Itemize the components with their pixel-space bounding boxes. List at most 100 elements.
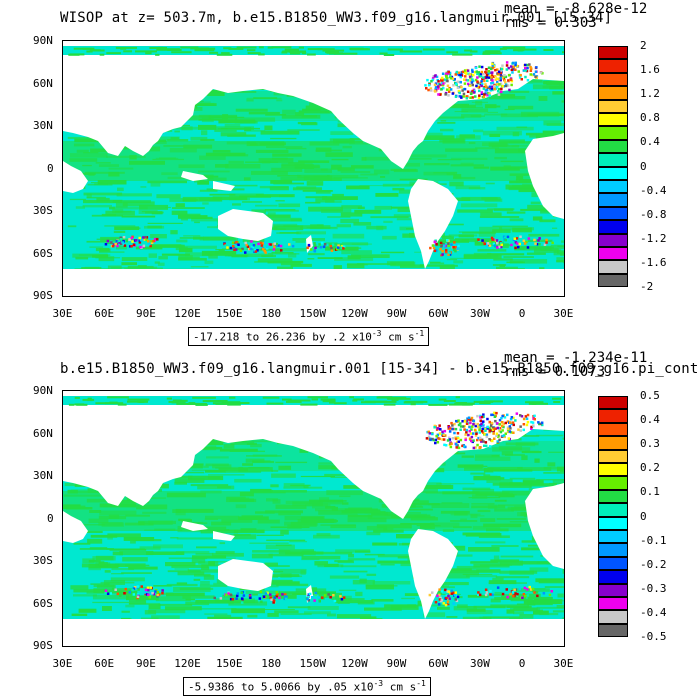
range-unit-exponent: -1 <box>416 679 426 688</box>
colorbar-label: 0.1 <box>640 485 660 499</box>
lat-tick-label: 30N <box>33 469 53 482</box>
colorbar-swatch <box>598 623 628 638</box>
mean-stat: mean = -1.234e-11 <box>504 350 648 366</box>
lon-tick-label: 120W <box>341 307 368 320</box>
range-units: x10 <box>353 680 374 694</box>
colorbar-swatch <box>598 86 628 100</box>
colorbar-swatch <box>598 139 628 154</box>
colorbar-swatch <box>598 476 628 490</box>
colorbar-swatch <box>598 436 628 450</box>
mean-stat: mean = -8.628e-12 <box>504 1 648 17</box>
colorbar-swatch <box>598 516 628 530</box>
lon-tick-label: 120W <box>341 657 368 670</box>
lon-tick-label: 150W <box>299 657 327 670</box>
range-units: x10 <box>351 330 372 344</box>
ocean-map <box>63 41 564 296</box>
colorbar-swatch <box>598 260 628 274</box>
map-frame <box>62 40 565 297</box>
colorbar-label: -0.5 <box>640 630 667 644</box>
colorbar-swatch <box>598 153 628 167</box>
colorbar-swatch <box>598 597 628 611</box>
lon-tick-label: 60W <box>428 307 449 320</box>
colorbar-label: 0.8 <box>640 111 660 125</box>
colorbar-swatch <box>598 247 628 261</box>
lon-tick-label: 90E <box>136 657 156 670</box>
rms-stat: rms = 0.303 <box>504 15 597 31</box>
colorbar-label: 2 <box>640 39 647 52</box>
colorbar-swatch <box>598 180 628 194</box>
lat-tick-label: 30S <box>33 204 53 217</box>
colorbar-label: 0.5 <box>640 389 660 402</box>
lon-tick-label: 120E <box>174 657 201 670</box>
colorbar-swatch <box>598 556 628 571</box>
colorbar-swatch <box>598 193 628 207</box>
lon-tick-label: 150W <box>299 307 327 320</box>
colorbar-swatch <box>598 99 628 113</box>
contour-range-box: -5.9386 to 5.0066 by .05 x10-3 cm s-1 <box>183 677 431 696</box>
lat-tick-label: 60S <box>33 246 53 260</box>
colorbar-label: 0.4 <box>640 413 660 427</box>
colorbar-swatch <box>598 396 628 410</box>
range-unit-tail: cm s <box>389 680 417 694</box>
lat-tick-label: 0 <box>47 161 54 175</box>
lon-tick-label: 90W <box>386 657 407 670</box>
colorbar-swatch <box>598 220 628 234</box>
range-text: -5.9386 to 5.0066 by .05 <box>188 680 347 694</box>
lon-tick-label: 90W <box>386 307 407 320</box>
colorbar-swatch <box>598 543 628 557</box>
range-exponent: -3 <box>373 679 384 688</box>
lat-tick-label: 90N <box>33 384 53 397</box>
lon-tick-label: 30W <box>470 307 490 320</box>
lon-tick-label: 30E <box>553 657 574 670</box>
colorbar-label: -0.4 <box>640 606 667 620</box>
range-unit-tail: cm s <box>388 330 415 344</box>
lon-tick-label: 120E <box>174 307 201 320</box>
lat-tick-label: 30S <box>33 554 53 567</box>
contour-range-box: -17.218 to 26.236 by .2 x10-3 cm s-1 <box>188 327 430 346</box>
lon-tick-label: 60W <box>428 657 449 670</box>
lon-tick-label: 180 <box>261 307 282 320</box>
colorbar-swatch <box>598 503 628 517</box>
colorbar-swatch <box>598 409 628 423</box>
lat-tick-label: 90S <box>33 289 53 302</box>
lon-tick-label: 30E <box>553 307 574 320</box>
colorbar-label: 0 <box>640 509 647 523</box>
lon-tick-label: 90E <box>136 307 156 320</box>
lon-tick-label: 30E <box>52 657 73 670</box>
plot-title: b.e15.B1850_WW3.f09_g16.langmuir.001 [15… <box>60 361 699 377</box>
lat-tick-label: 60N <box>33 76 53 90</box>
lat-tick-label: 30N <box>33 119 53 132</box>
map-frame <box>62 390 565 647</box>
colorbar-label: 0.2 <box>640 461 660 475</box>
lon-tick-label: 180 <box>261 657 282 670</box>
lon-tick-label: 30E <box>52 307 73 320</box>
colorbar-label: 1.6 <box>640 63 660 77</box>
lon-tick-label: 0 <box>518 657 526 670</box>
lat-tick-label: 0 <box>47 511 54 525</box>
range-exponent: -3 <box>371 329 382 338</box>
lon-tick-label: 30W <box>470 657 490 670</box>
colorbar-swatch <box>598 463 628 477</box>
colorbar-label: -2 <box>640 280 654 294</box>
colorbar-label: -0.8 <box>640 207 667 221</box>
lon-tick-label: 0 <box>518 307 526 320</box>
colorbar-label: -0.1 <box>640 533 667 547</box>
colorbar-label: -0.2 <box>640 557 667 571</box>
colorbar-swatch <box>598 113 628 127</box>
colorbar-swatch <box>598 233 628 247</box>
colorbar-swatch <box>598 206 628 221</box>
colorbar-swatch <box>598 583 628 597</box>
colorbar-swatch <box>598 489 628 504</box>
colorbar-swatch <box>598 422 628 437</box>
colorbar-label: -0.3 <box>640 581 667 595</box>
lon-tick-label: 150E <box>216 307 243 320</box>
colorbar-swatch <box>598 126 628 140</box>
lon-tick-label: 60E <box>94 657 115 670</box>
lon-tick-label: 60E <box>94 307 115 320</box>
lat-tick-label: 60S <box>33 596 53 610</box>
colorbar-label: 0.3 <box>640 437 660 451</box>
colorbar-swatch <box>598 449 628 463</box>
colorbar-swatch <box>598 273 628 288</box>
colorbar-swatch <box>598 46 628 60</box>
colorbar-swatch <box>598 610 628 624</box>
